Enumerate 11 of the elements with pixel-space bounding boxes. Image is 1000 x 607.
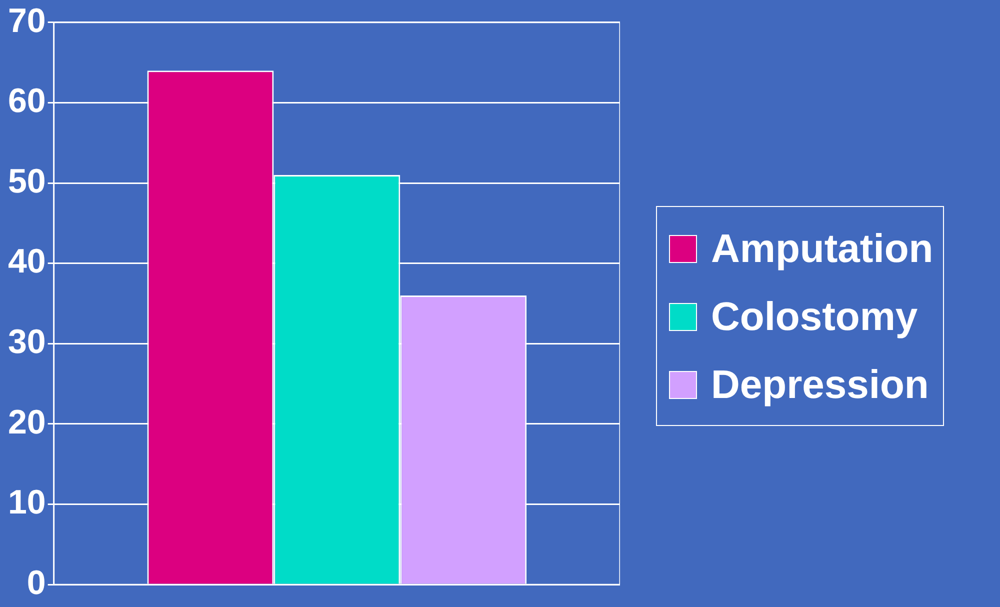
- legend-label: Amputation: [711, 226, 934, 273]
- y-tick-label: 70: [8, 2, 46, 40]
- y-tick-label: 50: [8, 162, 46, 200]
- y-tick-label: 10: [8, 484, 46, 522]
- y-tick-label: 0: [26, 564, 46, 602]
- y-tick-label: 40: [8, 242, 46, 281]
- legend-label: Colostomy: [711, 294, 918, 341]
- y-tick-label: 30: [8, 323, 46, 362]
- legend-label: Depression: [711, 362, 929, 409]
- y-tick-label: 20: [8, 403, 46, 442]
- y-tick-label: 60: [8, 82, 46, 120]
